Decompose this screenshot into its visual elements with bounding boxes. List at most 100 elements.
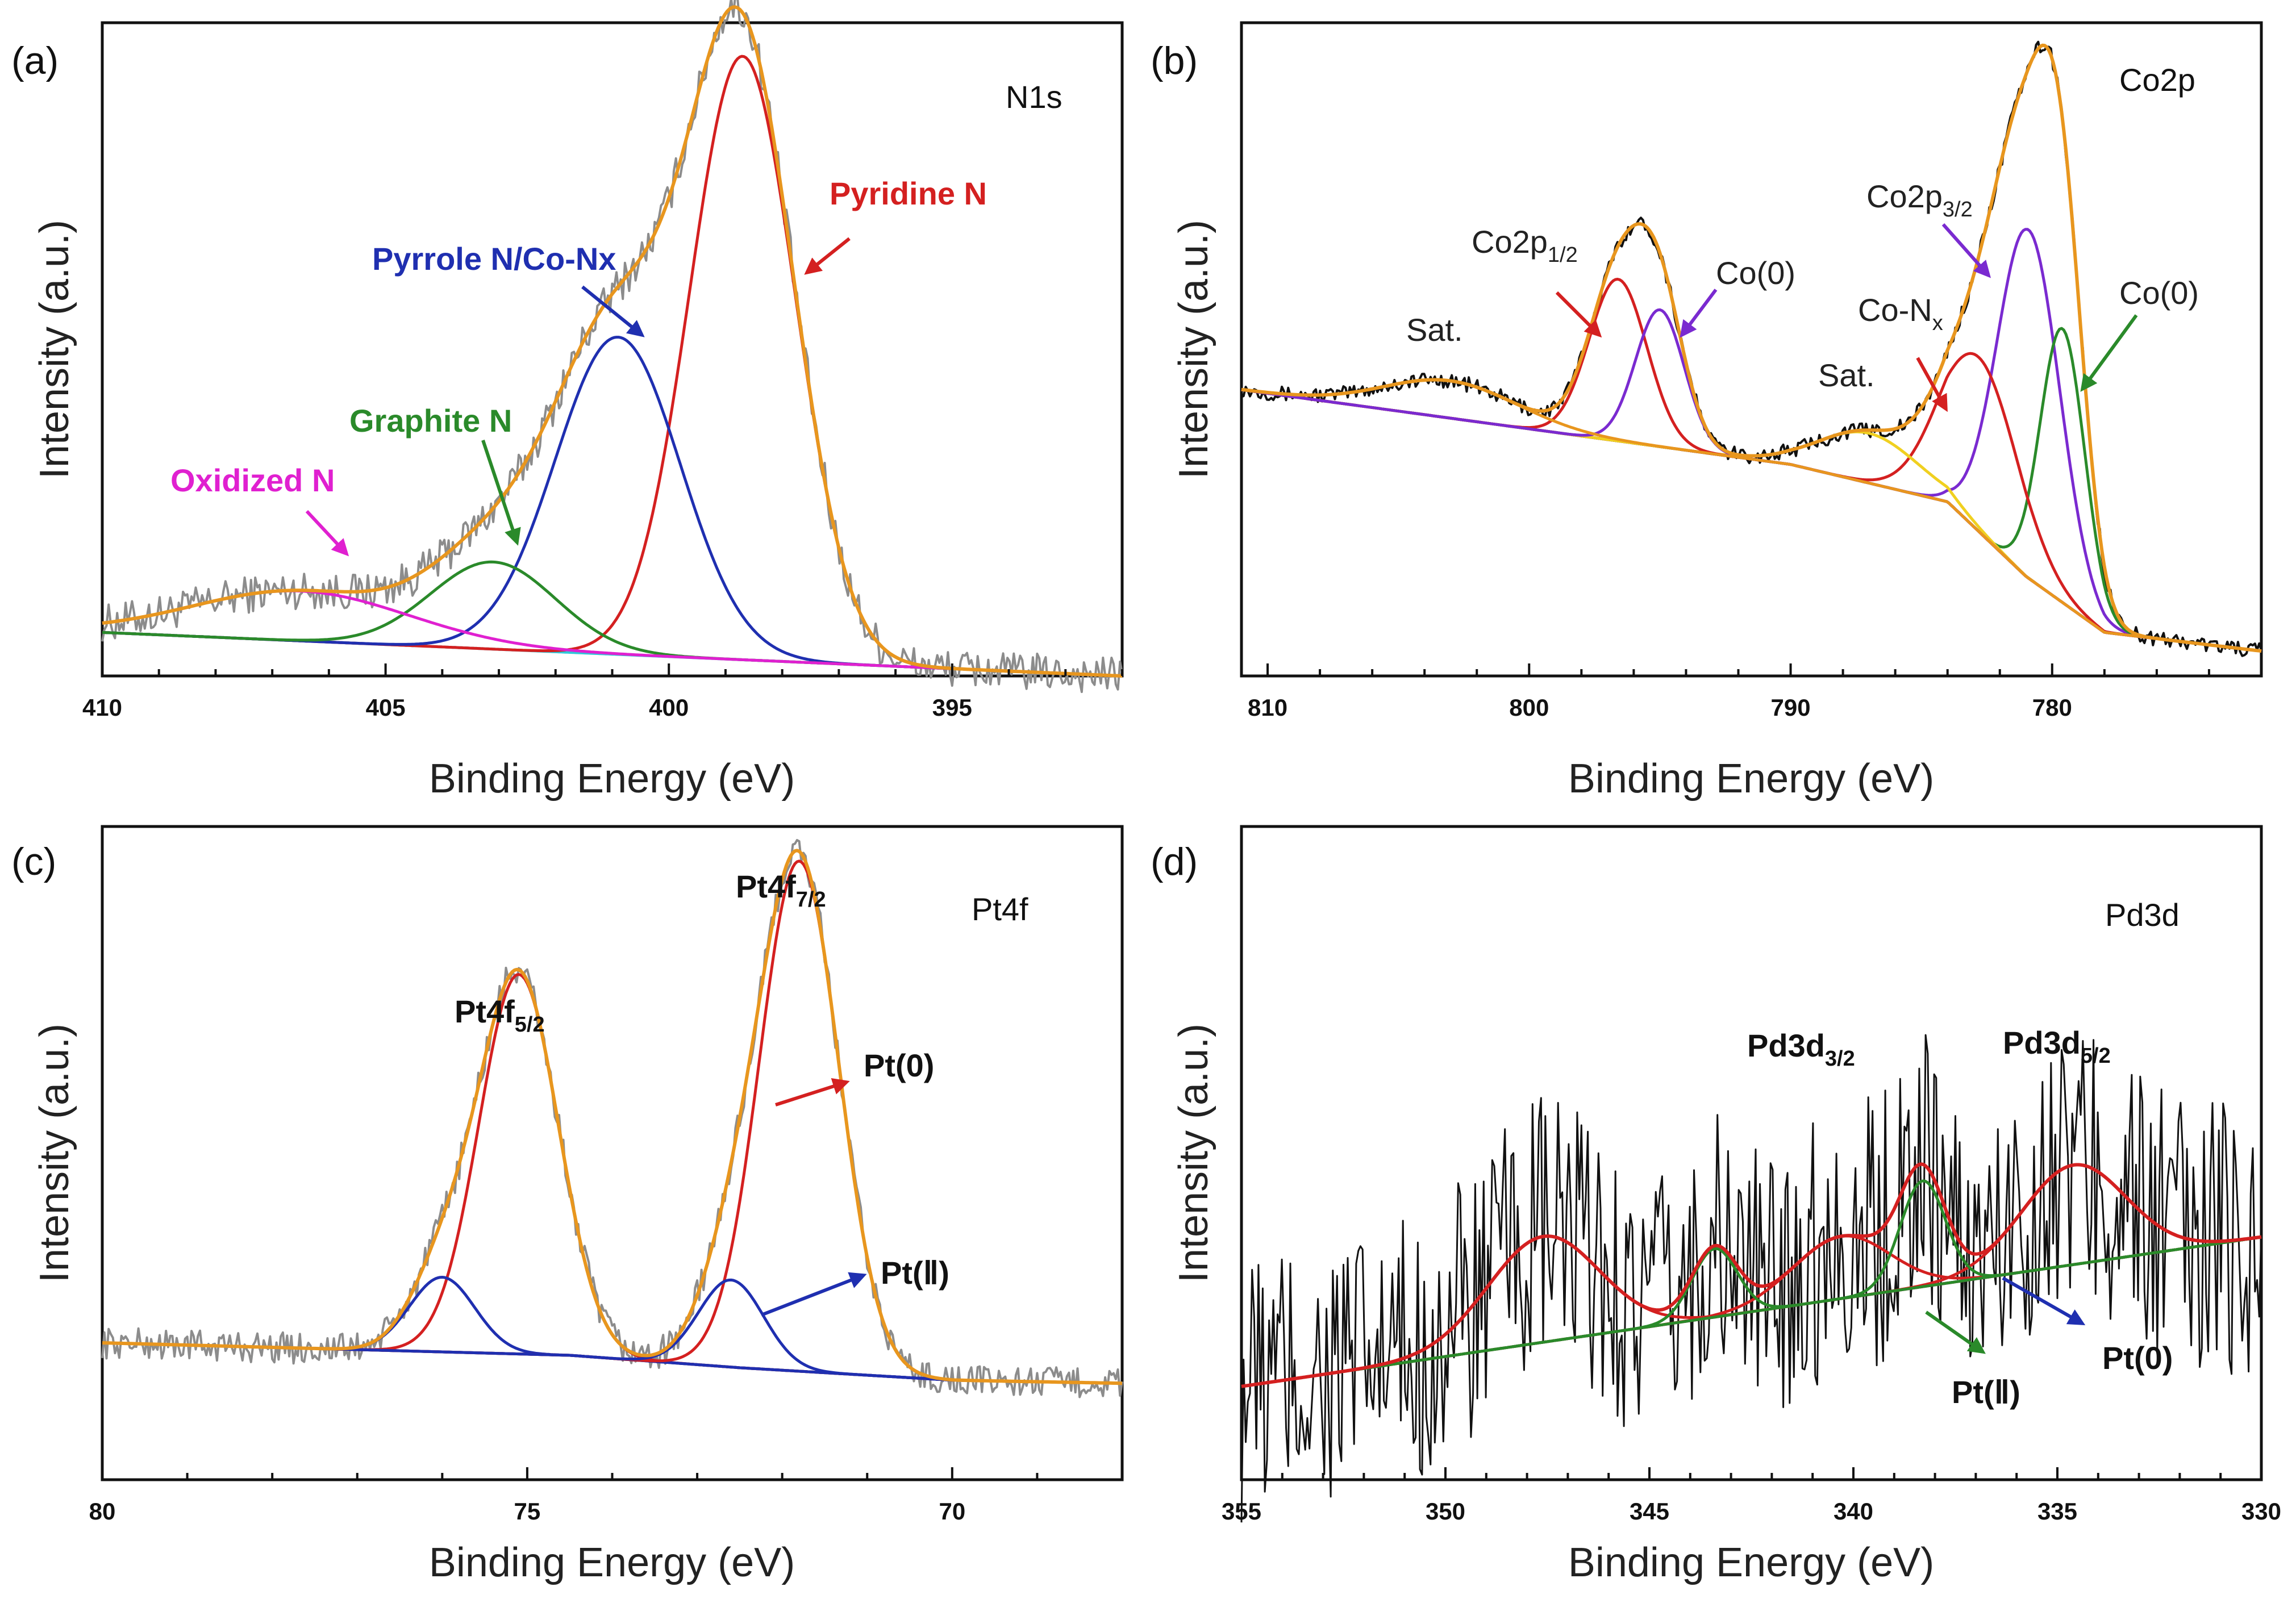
xlabel-b: Binding Energy (eV) — [1568, 756, 1934, 801]
xtick-label-a: 400 — [649, 694, 689, 721]
peak-c-1 — [102, 1276, 1122, 1385]
arrow-pt0-d — [2002, 1276, 2086, 1325]
annotation-pt0-d: Pt(0) — [2102, 1340, 2173, 1376]
arrow-co0-1 — [1680, 289, 1718, 338]
xtick-label-d: 345 — [1630, 1498, 1669, 1525]
annotation-pt2-d: Pt(Ⅱ) — [1952, 1374, 2020, 1410]
raw-spectrum-c — [101, 839, 1123, 1398]
xtick-label-b: 780 — [2032, 694, 2072, 721]
peak-b-3 — [1241, 388, 2262, 653]
annotation-co0-1: Co(0) — [1716, 255, 1795, 291]
ylabel-d: Intensity (a.u.) — [1171, 1024, 1216, 1283]
panel-d: 355 350 345 340 335 330 (d) Pd3d Binding Ener… — [1151, 825, 2281, 1585]
arrow-co0-2 — [2080, 314, 2138, 392]
xtick-label-d: 330 — [2241, 1498, 2281, 1525]
annotation-co2p12-main: Co2p — [1472, 224, 1548, 260]
annotation-pyrrole-n: Pyrrole N/Co-Nx — [372, 241, 616, 277]
xlabel-c: Binding Energy (eV) — [429, 1540, 795, 1585]
annotation-pt2-c: Pt(Ⅱ) — [881, 1255, 949, 1291]
annotation-co2p32: Co2p3/2 — [1866, 178, 1973, 222]
curves-c — [101, 839, 1123, 1398]
annotation-pt0-c: Pt(0) — [864, 1047, 934, 1083]
xlabel-a: Binding Energy (eV) — [429, 756, 795, 801]
annotation-pd3d32-main: Pd3d — [1747, 1028, 1825, 1063]
annotation-conx-sub: x — [1932, 311, 1943, 335]
arrow-co2p12 — [1555, 291, 1602, 338]
arrow-conx — [1916, 357, 1948, 412]
ylabel-b: Intensity (a.u.) — [1171, 220, 1216, 479]
annotation-pd3d32-sub: 3/2 — [1825, 1047, 1855, 1071]
curves-a — [101, 0, 1123, 694]
xticks-c: 80 75 70 — [89, 1467, 1123, 1525]
xtick-label-b: 800 — [1509, 694, 1549, 721]
region-label-b: Co2p — [2119, 62, 2195, 98]
xtick-label-c: 80 — [89, 1498, 116, 1525]
peak-c-2 — [102, 859, 1122, 1385]
baseline-b — [1241, 388, 2262, 653]
arrow-co2p32 — [1941, 223, 1991, 278]
xtick-label-a: 410 — [82, 694, 122, 721]
xticks-d: 355 350 345 340 335 330 — [1222, 1467, 2281, 1525]
annotation-pd3d52-sub: 5/2 — [2081, 1044, 2111, 1068]
region-label-a: N1s — [1006, 79, 1062, 115]
arrow-pt2-d-green — [1925, 1310, 1986, 1354]
peak-b-2 — [1241, 352, 2262, 653]
panel-label-d: (d) — [1151, 840, 1198, 883]
xtick-label-b: 790 — [1770, 694, 1810, 721]
annotation-co0-2: Co(0) — [2119, 275, 2199, 311]
xticks-b: 810 800 790 780 — [1248, 663, 2262, 721]
xtick-label-d: 335 — [2037, 1498, 2077, 1525]
envelope-d — [1241, 1162, 2262, 1388]
xtick-label-b: 810 — [1248, 694, 1287, 721]
annotation-pd3d52: Pd3d5/2 — [2003, 1025, 2111, 1068]
envelope-a — [102, 5, 1123, 678]
ylabel-a: Intensity (a.u.) — [32, 220, 77, 479]
region-label-d: Pd3d — [2105, 897, 2180, 933]
xtick-label-d: 340 — [1834, 1498, 1873, 1525]
panel-a: 410 405 400 395 (a) N1s Binding Energy (eV)… — [11, 0, 1124, 801]
raw-spectrum-d — [1240, 1034, 2262, 1523]
peak-b-1 — [1241, 327, 2262, 653]
arrow-oxidized-n — [305, 510, 349, 557]
panel-label-b: (b) — [1151, 39, 1198, 82]
annotation-sat-2: Sat. — [1818, 357, 1875, 393]
arrow-pyridine-n — [804, 237, 851, 275]
panel-b: 810 800 790 780 (b) Co2p Binding Energy (eV… — [1151, 21, 2263, 801]
annotation-oxidized-n: Oxidized N — [170, 462, 335, 498]
arrow-pt0-c — [775, 1078, 850, 1107]
region-label-c: Pt4f — [972, 891, 1028, 927]
xtick-label-a: 395 — [932, 694, 972, 721]
xticks-a: 410 405 400 395 — [82, 663, 1123, 721]
panel-c: 80 75 70 (c) Pt4f Binding Energy (eV) Inte… — [11, 825, 1124, 1585]
annotation-conx-main: Co-N — [1858, 292, 1932, 328]
panel-label-a: (a) — [11, 39, 59, 82]
panel-label-c: (c) — [11, 840, 56, 883]
annotation-pd3d52-main: Pd3d — [2003, 1025, 2081, 1061]
annotation-sat-1: Sat. — [1406, 312, 1463, 348]
xtick-label-c: 70 — [939, 1498, 965, 1525]
annotation-pyridine-n: Pyridine N — [830, 176, 987, 211]
annotation-co2p32-sub: 3/2 — [1943, 198, 1973, 222]
annotation-pt4f72-main: Pt4f — [736, 869, 796, 904]
peak-d-4 — [1241, 1235, 2262, 1388]
xtick-label-a: 405 — [366, 694, 406, 721]
plot-frame-b — [1240, 21, 2263, 678]
xlabel-d: Binding Energy (eV) — [1568, 1540, 1934, 1585]
annotation-graphite-n: Graphite N — [349, 403, 512, 439]
raw-spectrum-b — [1241, 40, 2262, 657]
ylabel-c: Intensity (a.u.) — [32, 1024, 77, 1283]
annotation-co2p32-main: Co2p — [1866, 178, 1943, 214]
xtick-label-d: 355 — [1222, 1498, 1261, 1525]
xtick-label-d: 350 — [1426, 1498, 1465, 1525]
arrow-pyrrole-n — [581, 285, 645, 337]
peak-b-6 — [1241, 378, 2262, 653]
annotation-pd3d32: Pd3d3/2 — [1747, 1028, 1855, 1071]
annotation-pt4f52-sub: 5/2 — [515, 1013, 545, 1037]
annotation-conx: Co-Nx — [1858, 292, 1943, 335]
curves-b — [1241, 40, 2262, 657]
curves-d — [1240, 1034, 2262, 1523]
annotation-pt4f52-main: Pt4f — [455, 993, 515, 1029]
plot-frame-d — [1240, 825, 2263, 1481]
envelope-c — [102, 849, 1122, 1385]
